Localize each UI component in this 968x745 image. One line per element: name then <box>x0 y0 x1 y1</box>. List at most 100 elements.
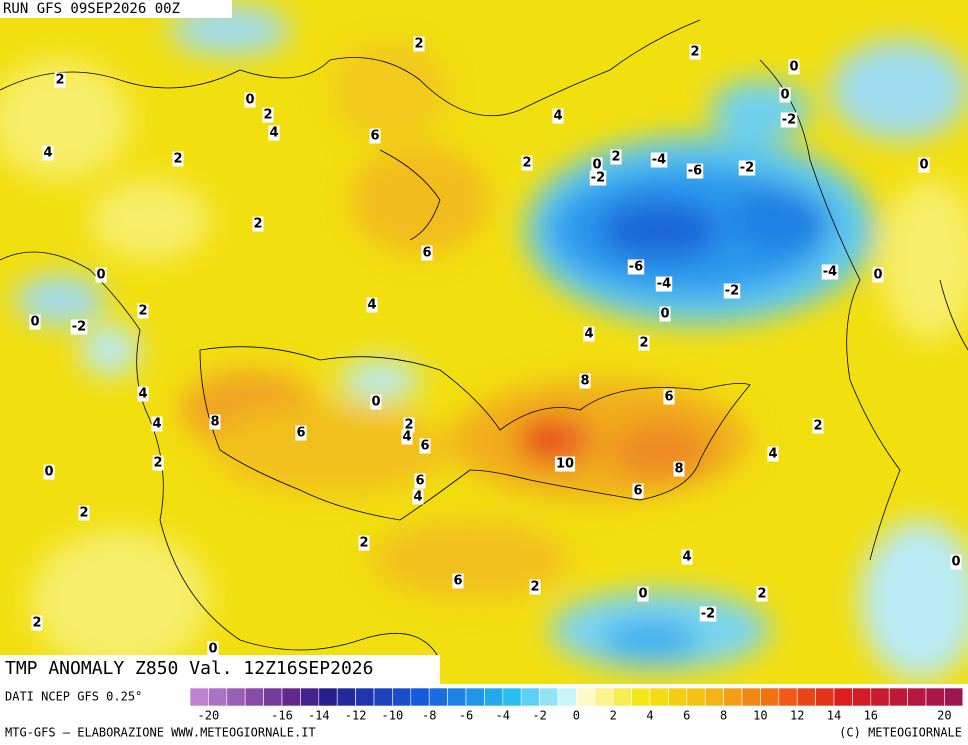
contour-label-bg <box>401 429 413 445</box>
contour-label: 0 <box>780 88 789 103</box>
colorbar-label: 14 <box>827 709 841 723</box>
color-swatch <box>631 687 651 707</box>
color-swatch <box>760 687 780 707</box>
color-swatch <box>300 687 320 707</box>
contour-label: 4 <box>553 109 562 124</box>
contour-label: -6 <box>688 164 702 179</box>
contour-label-bg <box>244 92 256 108</box>
contour-label-bg <box>872 267 884 283</box>
contour-label-bg <box>591 157 603 173</box>
contour-label: 0 <box>873 268 882 283</box>
contour-label: 2 <box>611 150 620 165</box>
contour-label-bg <box>950 554 962 570</box>
source-label: DATI NCEP GFS 0.25° <box>5 690 142 704</box>
contour-label: 6 <box>422 246 431 261</box>
contour-label-bg <box>554 456 576 472</box>
contour-label: 0 <box>245 93 254 108</box>
contour-label: -2 <box>782 113 796 128</box>
contour-label-bg <box>29 314 41 330</box>
contour-label: -2 <box>725 284 739 299</box>
color-swatch <box>244 687 264 707</box>
contour-label-bg <box>821 264 839 280</box>
color-swatch <box>226 687 246 707</box>
contour-label-bg <box>421 245 433 261</box>
contour-label: 6 <box>415 474 424 489</box>
contour-label: 6 <box>420 439 429 454</box>
contour-label-bg <box>54 72 66 88</box>
color-swatch <box>796 687 816 707</box>
contour-label: 0 <box>951 555 960 570</box>
color-swatch <box>907 687 927 707</box>
color-swatch <box>336 687 356 707</box>
contour-label-bg <box>207 641 219 657</box>
contour-label-bg <box>779 87 791 103</box>
contour-label-bg <box>583 326 595 342</box>
colorbar-label: 8 <box>720 709 727 723</box>
colorbar-label: -16 <box>271 709 293 723</box>
contour-label-bg <box>579 373 591 389</box>
contour-label: 2 <box>253 217 262 232</box>
color-swatch <box>539 687 559 707</box>
color-swatch <box>484 687 504 707</box>
contour-label-bg <box>295 425 307 441</box>
contour-label: 2 <box>359 536 368 551</box>
contour-label-bg <box>632 483 644 499</box>
color-swatch <box>704 687 724 707</box>
color-swatch <box>502 687 522 707</box>
contour-label: 0 <box>919 158 928 173</box>
contour-label: 6 <box>296 426 305 441</box>
contour-label: 2 <box>522 156 531 171</box>
contour-label-bg <box>521 155 533 171</box>
contour-label-bg <box>812 418 824 434</box>
color-swatch <box>888 687 908 707</box>
contour-label: 4 <box>43 146 52 161</box>
color-swatch <box>668 687 688 707</box>
colorbar-label: -2 <box>532 709 546 723</box>
contour-label-bg <box>689 44 701 60</box>
contour-label-bg <box>252 216 264 232</box>
contour-label: 4 <box>269 126 278 141</box>
contour-label: -2 <box>72 320 86 335</box>
contour-label-bg <box>780 112 798 128</box>
contour-label: 8 <box>210 415 219 430</box>
contour-label-bg <box>209 414 221 430</box>
colorbar-label: -6 <box>459 709 473 723</box>
contour-label: 2 <box>813 419 822 434</box>
contour-label-bg <box>610 149 622 165</box>
contour-label: 2 <box>55 73 64 88</box>
contour-label-bg <box>403 417 415 433</box>
footer-left: MTG-GFS – ELABORAZIONE WWW.METEOGIORNALE… <box>5 726 316 740</box>
color-swatch <box>281 687 301 707</box>
footer-right: (C) METEOGIORNALE <box>839 726 962 740</box>
color-swatch <box>870 687 890 707</box>
contour-label: 0 <box>96 268 105 283</box>
contour-label: 2 <box>639 336 648 351</box>
contour-label: 0 <box>30 315 39 330</box>
contour-label: 4 <box>768 447 777 462</box>
contour-label: 2 <box>79 506 88 521</box>
color-swatch <box>208 687 228 707</box>
contour-label-bg <box>419 438 431 454</box>
contour-label: -2 <box>701 607 715 622</box>
contour-label-bg <box>137 303 149 319</box>
contour-label-bg <box>366 297 378 313</box>
contour-label-bg <box>738 160 756 176</box>
contour-label-bg <box>529 579 541 595</box>
contour-label-bg <box>95 267 107 283</box>
contour-label: -4 <box>652 153 666 168</box>
contour-label: 6 <box>664 390 673 405</box>
color-swatch <box>355 687 375 707</box>
contour-label: 4 <box>682 550 691 565</box>
colorbar-label: -4 <box>496 709 510 723</box>
map-title: TMP ANOMALY Z850 Val. 12Z16SEP2026 <box>5 658 373 679</box>
contour-label-bg <box>699 606 717 622</box>
contour-label: 6 <box>453 574 462 589</box>
contour-label-bg <box>655 276 673 292</box>
color-swatch <box>263 687 283 707</box>
colorbar-label: 6 <box>683 709 690 723</box>
color-swatch <box>428 687 448 707</box>
contour-label-bg <box>452 573 464 589</box>
color-swatch <box>392 687 412 707</box>
contour-label: 2 <box>138 304 147 319</box>
